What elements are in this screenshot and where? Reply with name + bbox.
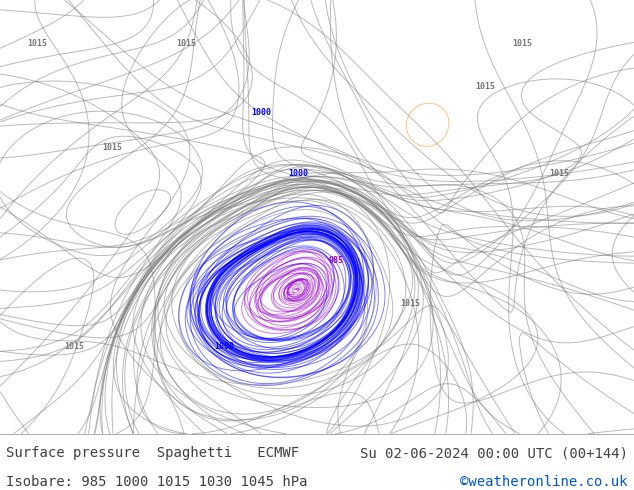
Text: 1000: 1000 <box>251 108 271 117</box>
Text: 1015: 1015 <box>102 143 122 152</box>
Text: Su 02-06-2024 00:00 UTC (00+144): Su 02-06-2024 00:00 UTC (00+144) <box>359 446 628 460</box>
Text: 1015: 1015 <box>475 82 495 91</box>
Text: 1000: 1000 <box>214 343 234 351</box>
Text: Isobare: 985 1000 1015 1030 1045 hPa: Isobare: 985 1000 1015 1030 1045 hPa <box>6 475 308 489</box>
Text: 1015: 1015 <box>512 39 532 48</box>
Text: 1000: 1000 <box>288 169 308 178</box>
Text: 1015: 1015 <box>400 299 420 308</box>
Text: 1015: 1015 <box>27 39 48 48</box>
Text: 985: 985 <box>328 256 343 265</box>
Text: 1015: 1015 <box>550 169 569 178</box>
Text: 1015: 1015 <box>176 39 197 48</box>
Text: ©weatheronline.co.uk: ©weatheronline.co.uk <box>460 475 628 489</box>
Text: Surface pressure  Spaghetti   ECMWF: Surface pressure Spaghetti ECMWF <box>6 446 299 460</box>
Text: 1015: 1015 <box>65 343 84 351</box>
